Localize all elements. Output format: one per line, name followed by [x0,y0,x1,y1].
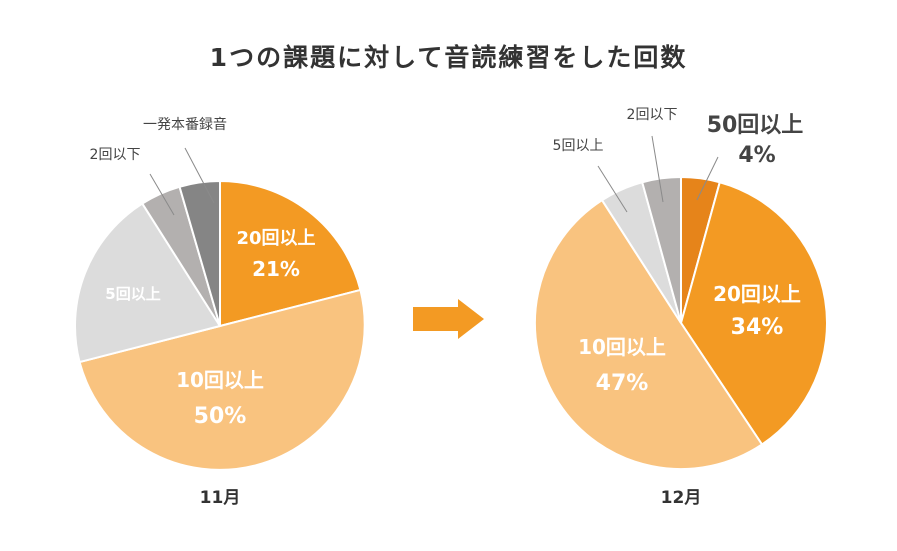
slice-label: 20回以上 [236,228,315,249]
slice-label: 一発本番録音 [143,116,227,133]
slice-label: 2回以下 [90,147,141,163]
chart-month-label: 11月 [200,488,241,508]
slice-value-label: 47% [596,371,649,396]
leader-line [696,156,719,201]
pie-slice [178,179,221,327]
slice-value-label: 34% [731,315,784,340]
pie-slice [219,179,362,328]
slice-label: 2回以下 [627,107,678,123]
slice-label: 5回以上 [105,285,160,303]
slice-value-label: 21% [252,257,300,281]
slice-label: 5回以上 [553,138,604,154]
slice-value-label: 50% [194,404,247,429]
slice-label: 10回以上 [176,368,264,392]
pie-slice [641,175,682,324]
leader-line [184,147,215,204]
pie-chart-december: 50回以上 4% 20回以上 34% 10回以上 47% 5回以上 2回以下 12月 [533,107,828,508]
arrow-icon [413,299,484,339]
chart-title: 1つの課題に対して音読練習をした回数 [209,43,688,72]
chart-month-label: 12月 [661,488,702,508]
slice-label: 20回以上 [713,282,801,306]
pie-slice [74,202,222,364]
slice-label: 50回以上 [707,113,804,138]
pie-slice [78,288,366,471]
pie-slice [533,198,764,470]
pie-slice [679,181,828,446]
leader-line [597,165,628,213]
leader-line [651,135,664,203]
slice-value-label: 4% [738,143,775,168]
slice-label: 10回以上 [578,335,666,359]
leader-line [149,173,175,216]
